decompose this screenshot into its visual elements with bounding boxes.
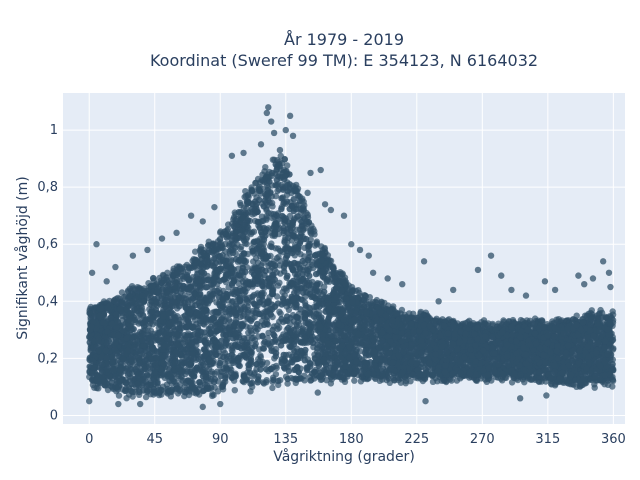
data-point bbox=[531, 315, 539, 322]
data-point bbox=[273, 269, 280, 276]
data-point bbox=[548, 381, 555, 388]
data-point bbox=[258, 262, 265, 269]
data-point bbox=[284, 162, 291, 169]
data-point bbox=[318, 243, 325, 250]
data-point bbox=[142, 393, 150, 401]
data-point bbox=[279, 194, 287, 201]
data-point bbox=[529, 375, 536, 383]
data-point bbox=[273, 362, 280, 370]
data-point bbox=[316, 280, 324, 287]
data-point bbox=[247, 230, 255, 238]
data-point bbox=[339, 270, 346, 277]
data-point bbox=[123, 395, 130, 402]
data-point bbox=[313, 238, 320, 245]
data-point bbox=[573, 383, 580, 390]
data-point bbox=[269, 384, 276, 392]
data-point bbox=[420, 311, 427, 318]
data-point bbox=[351, 377, 358, 384]
data-point bbox=[276, 308, 283, 315]
data-point bbox=[225, 221, 232, 228]
data-point bbox=[192, 248, 199, 255]
data-point bbox=[130, 285, 137, 292]
data-point bbox=[257, 352, 264, 359]
data-point bbox=[489, 320, 496, 328]
data-point bbox=[284, 380, 291, 387]
data-point bbox=[250, 334, 257, 341]
data-point bbox=[598, 309, 606, 317]
data-point bbox=[216, 241, 224, 248]
data-point bbox=[247, 388, 254, 395]
data-point bbox=[282, 260, 289, 267]
data-point bbox=[129, 393, 136, 400]
data-point bbox=[209, 262, 216, 269]
data-point bbox=[272, 371, 280, 378]
data-point bbox=[262, 164, 269, 171]
data-point bbox=[593, 312, 600, 319]
data-point bbox=[301, 309, 308, 317]
data-point bbox=[242, 188, 249, 195]
data-point bbox=[391, 377, 398, 384]
data-point bbox=[247, 327, 254, 334]
data-point bbox=[252, 179, 260, 186]
data-point bbox=[228, 256, 235, 263]
data-point bbox=[95, 385, 102, 392]
data-point bbox=[212, 322, 219, 329]
data-point bbox=[274, 325, 281, 333]
data-point bbox=[222, 248, 229, 255]
data-point bbox=[464, 318, 471, 326]
data-point bbox=[281, 292, 288, 299]
data-point bbox=[296, 265, 304, 273]
data-point bbox=[281, 155, 288, 163]
data-point bbox=[164, 269, 171, 276]
data-point bbox=[263, 377, 270, 384]
data-point bbox=[263, 212, 270, 220]
data-point bbox=[301, 244, 308, 252]
data-point bbox=[598, 314, 606, 321]
data-point bbox=[209, 390, 216, 398]
data-point bbox=[89, 381, 97, 389]
data-point bbox=[208, 368, 215, 375]
data-point bbox=[357, 378, 365, 385]
data-point bbox=[273, 255, 281, 262]
data-point bbox=[398, 306, 406, 314]
data-point bbox=[563, 317, 571, 324]
data-point bbox=[521, 379, 528, 386]
data-point bbox=[440, 377, 448, 384]
data-point bbox=[307, 226, 315, 233]
data-point bbox=[609, 311, 617, 318]
data-point bbox=[276, 262, 283, 269]
data-point bbox=[242, 258, 250, 265]
data-point bbox=[285, 306, 293, 314]
data-point bbox=[293, 181, 300, 189]
data-point bbox=[231, 387, 238, 394]
data-points bbox=[86, 104, 617, 411]
data-point bbox=[305, 263, 312, 270]
data-point bbox=[252, 255, 260, 262]
data-point bbox=[150, 277, 158, 284]
